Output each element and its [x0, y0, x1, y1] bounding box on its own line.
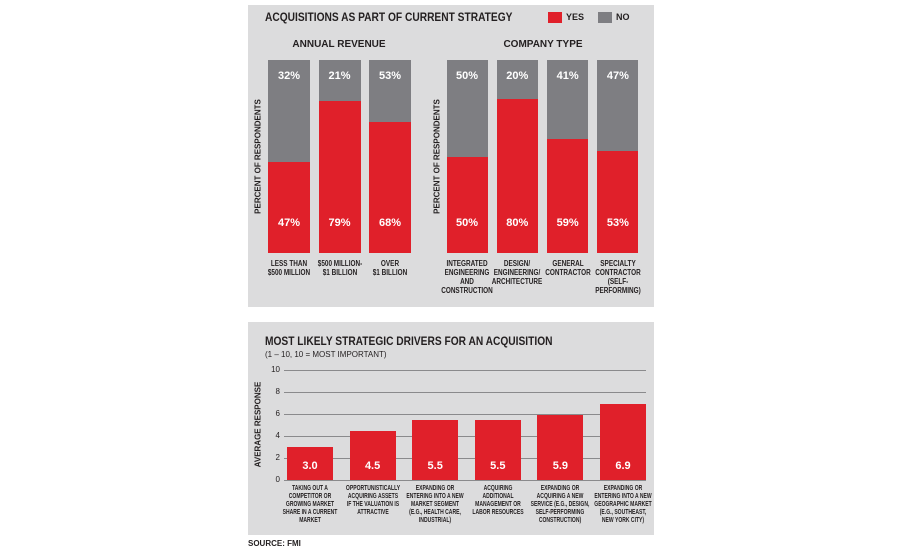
value-label: 32%: [277, 70, 301, 82]
bar-no: [496, 60, 538, 99]
chart-title: ACQUISITIONS AS PART OF CURRENT STRATEGY: [265, 10, 513, 24]
x-tick-label: EXPANDING OR ENTERING INTO A NEW GEOGRAP…: [594, 485, 652, 524]
bar-yes: [496, 98, 538, 253]
bar: [412, 419, 459, 480]
value-label: 59%: [556, 217, 579, 229]
value-label: 50%: [455, 70, 479, 82]
y-tick-label: 10: [271, 365, 280, 374]
legend-swatch: [548, 12, 562, 23]
value-label: 21%: [328, 70, 351, 82]
bar-yes: [318, 100, 361, 253]
value-label: 53%: [606, 217, 629, 229]
x-tick-label: EXPANDING OR ENTERING INTO A NEW MARKET …: [406, 485, 464, 524]
bar-yes: [369, 121, 411, 253]
x-tick-label: OPPORTUNISTICALLY ACQUIRING ASSETS IF TH…: [345, 485, 400, 516]
y-tick-label: 2: [275, 453, 280, 462]
value-label: 5.5: [427, 460, 443, 472]
grid-line: [284, 370, 646, 371]
legend-label: YES: [566, 12, 585, 22]
y-tick-label: 0: [275, 475, 280, 484]
x-tick-label: $500 MILLION- $1 BILLION: [317, 259, 362, 277]
value-label: 41%: [556, 70, 579, 82]
source: SOURCE: FMI: [248, 539, 301, 548]
x-tick-label: LESS THAN $500 MILLION: [267, 259, 311, 277]
value-label: 3.0: [302, 460, 318, 472]
value-label: 4.5: [364, 460, 381, 472]
bar: [537, 415, 584, 480]
bar-yes: [547, 139, 589, 253]
bar: [474, 419, 521, 480]
grid-line: [284, 436, 646, 437]
chart-title: MOST LIKELY STRATEGIC DRIVERS FOR AN ACQ…: [265, 334, 553, 348]
bar-no: [547, 60, 589, 140]
bar-yes: [268, 162, 310, 253]
value-label: 6.9: [615, 460, 631, 472]
value-label: 68%: [378, 217, 402, 229]
y-axis-label: PERCENT OF RESPONDENTS: [432, 98, 442, 214]
bar-no: [318, 60, 361, 101]
value-label: 47%: [606, 70, 629, 82]
bar: [349, 430, 396, 480]
y-axis-label: AVERAGE RESPONSE: [253, 381, 263, 468]
value-label: 5.9: [552, 460, 569, 472]
x-tick-label: TAKING OUT A COMPETITOR OR GROWING MARKE…: [282, 485, 338, 524]
value-label: 50%: [455, 217, 479, 229]
value-label: 53%: [378, 70, 402, 82]
bar-yes: [597, 150, 639, 253]
grid-line: [284, 392, 646, 393]
x-tick-label: INTEGRATED ENGINEERING AND CONSTRUCTION: [441, 259, 493, 295]
grid-line: [284, 480, 646, 481]
chart-subtitle: (1 – 10, 10 = MOST IMPORTANT): [265, 350, 387, 359]
value-label: 80%: [506, 217, 529, 229]
x-tick-label: OVER $1 BILLION: [372, 259, 408, 277]
bar-no: [268, 60, 310, 122]
value-label: 47%: [277, 217, 301, 229]
x-tick-label: SPECIALTY CONTRACTOR (SELF- PERFORMING): [595, 259, 641, 295]
y-tick-label: 6: [275, 409, 280, 418]
value-label: 5.5: [490, 460, 506, 472]
group-label: COMPANY TYPE: [503, 39, 583, 50]
bar-yes: [446, 156, 488, 253]
value-label: 79%: [328, 217, 351, 229]
bar: [600, 404, 646, 480]
y-tick-label: 4: [275, 431, 280, 440]
x-tick-label: GENERAL CONTRACTOR: [544, 259, 591, 277]
x-tick-label: ACQUIRING ADDITIONAL MANAGEMENT OR LABOR…: [472, 485, 524, 516]
grid-line: [284, 414, 646, 415]
group-label: ANNUAL REVENUE: [292, 39, 386, 50]
bar-no: [446, 60, 488, 157]
legend-label: NO: [616, 12, 630, 22]
x-tick-label: DESIGN/ ENGINEERING/ ARCHITECTURE: [492, 259, 543, 286]
bar: [287, 447, 333, 480]
x-tick-label: EXPANDING OR ACQUIRING A NEW SERVICE (E.…: [531, 485, 590, 524]
grid-line: [284, 458, 646, 459]
legend-swatch: [598, 12, 612, 23]
y-tick-label: 8: [275, 387, 280, 396]
y-axis-label: PERCENT OF RESPONDENTS: [253, 98, 263, 214]
bar-no: [597, 60, 639, 151]
value-label: 20%: [506, 70, 529, 82]
